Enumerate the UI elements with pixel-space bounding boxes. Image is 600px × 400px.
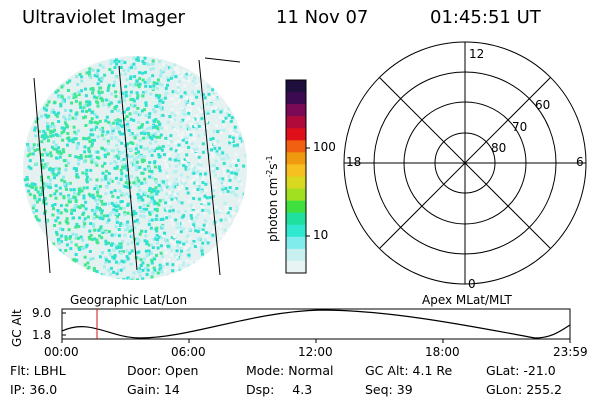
altitude-timeline: [61, 308, 571, 343]
colorbar-segment: [286, 128, 306, 141]
colorbar-segment: [286, 92, 306, 105]
colorbar-segment: [286, 176, 306, 190]
colorbar-segment: [286, 260, 306, 274]
timeline-frame: [61, 308, 571, 340]
y-tick-1-8: 1.8: [32, 328, 52, 342]
color-scale-bar: [285, 79, 310, 274]
colorbar-segment: [286, 224, 306, 238]
meridian-line: [118, 65, 138, 271]
gc-alt-axis-label: GC Alt: [10, 309, 24, 347]
geographic-label: Geographic Lat/Lon: [70, 293, 188, 307]
colorbar-segment: [286, 212, 306, 226]
mlt-label-0: 0: [468, 277, 476, 291]
colorbar-segment: [286, 140, 306, 153]
colorbar-segment: [286, 236, 306, 250]
colorbar-frame: [285, 79, 307, 274]
instrument-title: Ultraviolet Imager: [22, 7, 185, 28]
info-glat: GLat: -21.0: [486, 363, 556, 378]
info-glon: GLon: 255.2: [486, 382, 562, 397]
date-label: 11 Nov 07: [276, 7, 369, 28]
y-tick-9: 9.0: [32, 306, 52, 320]
info-seq: Seq: 39: [365, 382, 413, 397]
auroral-speckle: [23, 56, 247, 280]
altitude-curve: [61, 309, 571, 339]
colorbar-tick-10: 10: [313, 228, 329, 242]
x-tick-2359: 23:59: [553, 345, 588, 359]
info-dsp: Dsp: 4.3: [246, 382, 313, 397]
polar-diagonal: [379, 77, 551, 249]
mlt-label-12: 12: [469, 47, 485, 61]
info-gain: Gain: 14: [127, 382, 180, 397]
info-flt: Flt: LBHL: [10, 363, 66, 378]
lat-label-60: 60: [535, 98, 551, 112]
colorbar-segment: [286, 152, 306, 165]
colorbar-segment: [286, 80, 306, 93]
colorbar-segment: [286, 116, 306, 129]
x-tick-0000: 00:00: [44, 345, 79, 359]
colorbar-segment: [286, 164, 306, 177]
meridian-line: [33, 77, 51, 274]
x-tick-1200: 12:00: [298, 345, 333, 359]
colorbar-unit-label: photon cm-2s-1: [265, 155, 280, 242]
time-label: 01:45:51 UT: [430, 7, 541, 28]
colorbar-segment: [286, 104, 306, 117]
lat-label-70: 70: [512, 120, 528, 134]
colorbar-segment: [286, 188, 306, 202]
info-gc-alt: GC Alt: 4.1 Re: [365, 363, 453, 378]
limb-arc: [204, 57, 241, 63]
colorbar-segment: [286, 248, 306, 262]
colorbar-tick-100: 100: [313, 140, 336, 154]
colorbar-segment: [286, 200, 306, 214]
lat-label-80: 80: [491, 141, 507, 155]
polar-plot: [343, 41, 587, 285]
imager-disk: [23, 56, 247, 280]
mlt-label-18: 18: [346, 155, 362, 169]
mlt-label-6: 6: [576, 155, 584, 169]
meridian-line: [198, 59, 221, 276]
info-door: Door: Open: [127, 363, 199, 378]
x-tick-1800: 18:00: [425, 345, 460, 359]
info-mode: Mode: Normal: [246, 363, 334, 378]
apex-label: Apex MLat/MLT: [422, 293, 512, 307]
x-tick-0600: 06:00: [171, 345, 206, 359]
info-ip: IP: 36.0: [10, 382, 58, 397]
